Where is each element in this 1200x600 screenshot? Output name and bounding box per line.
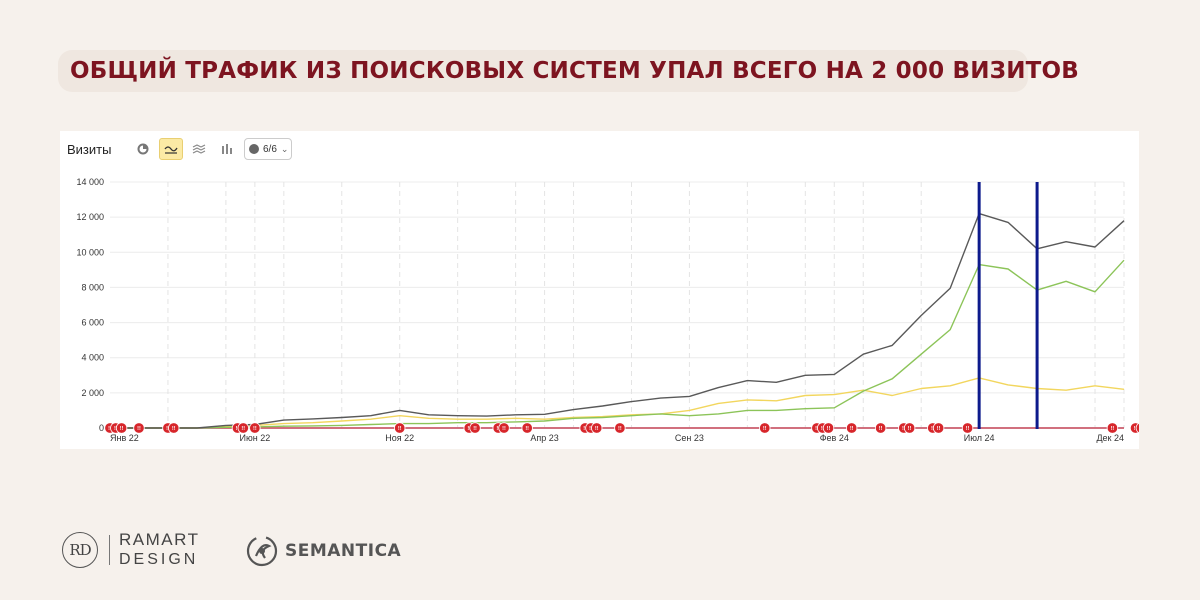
annotation-marker-label: !! (583, 426, 587, 432)
x-tick-label: Апр 23 (530, 433, 558, 443)
annotation-marker-label: !! (879, 426, 883, 432)
annotation-marker-label: !! (473, 426, 477, 432)
annotation-marker-label: !! (595, 426, 599, 432)
comment-icon (249, 144, 259, 154)
line-chart-icon[interactable] (159, 138, 183, 160)
annotation-marker (614, 422, 626, 434)
pie-icon[interactable] (131, 138, 155, 160)
annotation-marker (932, 422, 945, 434)
chart-panel: Визиты 6/6 ⌄ 0 2 000 4 000 6 000 8 000 10 000… (60, 131, 1139, 449)
annotation-marker (168, 422, 180, 434)
annotation-marker-label: !! (467, 426, 471, 432)
annotation-marker-label: !! (966, 426, 970, 432)
y-tick-label: 14 000 (76, 177, 104, 187)
annotation-marker-label: !! (937, 426, 941, 432)
semantica-logo: SEMANTICA (245, 532, 405, 572)
series-line (110, 377, 1125, 429)
chart-metric-title: Визиты (67, 142, 112, 157)
annotation-marker-label: !! (114, 426, 118, 432)
annotation-marker-label: !! (850, 426, 854, 432)
annotation-marker-label: !! (496, 426, 500, 432)
y-tick-label: 6 000 (81, 318, 104, 328)
annotation-marker-label: !! (253, 426, 257, 432)
x-tick-label: Дек 24 (1096, 433, 1124, 443)
annotation-marker-label: !! (166, 426, 170, 432)
annotation-marker-label: !! (137, 426, 141, 432)
annotation-marker (903, 422, 916, 434)
annotation-marker-label: !! (902, 426, 906, 432)
x-tick-label: Янв 22 (110, 433, 139, 443)
y-tick-label: 2 000 (81, 388, 104, 398)
annotation-marker-label: !! (618, 426, 622, 432)
annotation-marker (249, 422, 261, 434)
annotation-marker-label: !! (172, 426, 176, 432)
annotation-marker (237, 422, 249, 434)
annotation-marker (394, 422, 406, 434)
visits-line-chart: 0 2 000 4 000 6 000 8 000 10 000 12 000 14 000 Я… (76, 177, 1139, 443)
series-line (110, 212, 1125, 429)
annotation-marker-label: !! (241, 426, 245, 432)
headline-text: ОБЩИЙ ТРАФИК ИЗ ПОИСКОВЫХ СИСТЕМ УПАЛ ВС… (70, 58, 1080, 84)
annotation-marker (498, 422, 510, 434)
y-tick-label: 12 000 (76, 212, 104, 222)
y-tick-label: 0 (99, 423, 104, 433)
annotation-marker (115, 422, 128, 434)
annotation-marker-label: !! (398, 426, 402, 432)
series-line (110, 259, 1125, 429)
annotation-marker (1135, 422, 1139, 434)
annotation-marker-label: !! (815, 426, 819, 432)
annotation-marker (521, 422, 533, 434)
annotation-marker (874, 422, 887, 434)
annotation-marker-label: !! (763, 426, 767, 432)
annotation-marker (133, 422, 145, 434)
headline-banner: ОБЩИЙ ТРАФИК ИЗ ПОИСКОВЫХ СИСТЕМ УПАЛ ВС… (58, 50, 1079, 92)
x-tick-label: Июн 22 (240, 433, 271, 443)
annotation-marker-label: !! (589, 426, 593, 432)
filter-count: 6/6 (263, 143, 277, 155)
annotation-marker (591, 422, 603, 434)
annotation-marker (469, 422, 481, 434)
annotation-marker-label: !! (931, 426, 935, 432)
bar-chart-icon[interactable] (215, 138, 239, 160)
annotation-marker-label: !! (1111, 426, 1115, 432)
chart-toolbar: Визиты 6/6 ⌄ (67, 137, 467, 161)
annotation-marker-label: !! (502, 426, 506, 432)
annotation-marker-label: !! (236, 426, 240, 432)
annotation-marker-label: !! (525, 426, 529, 432)
stacked-area-icon[interactable] (187, 138, 211, 160)
rd-monogram: RD (62, 532, 98, 568)
annotation-marker (961, 422, 974, 434)
logo-divider (109, 535, 110, 565)
ramart-name: RAMART (119, 530, 200, 549)
annotation-marker (822, 422, 835, 434)
y-tick-label: 10 000 (76, 247, 104, 257)
y-tick-label: 8 000 (81, 282, 104, 292)
annotation-marker (1106, 422, 1119, 434)
semantica-name: SEMANTICA (285, 541, 402, 561)
annotation-marker-label: !! (908, 426, 912, 432)
x-tick-label: Сен 23 (675, 433, 704, 443)
annotation-marker-label: !! (108, 426, 112, 432)
ramart-design-logo: RD RAMART DESIGN (60, 527, 205, 575)
filter-select[interactable]: 6/6 ⌄ (244, 138, 292, 160)
annotation-marker-label: !! (827, 426, 831, 432)
y-tick-label: 4 000 (81, 353, 104, 363)
annotation-marker (845, 422, 858, 434)
x-tick-label: Ноя 22 (385, 433, 414, 443)
chevron-down-icon: ⌄ (280, 143, 289, 154)
annotation-marker-label: !! (120, 426, 124, 432)
annotation-marker-label: !! (821, 426, 825, 432)
x-tick-label: Июл 24 (964, 433, 995, 443)
annotation-marker (759, 422, 771, 434)
ramart-sub: DESIGN (119, 551, 199, 568)
annotation-marker-label: !! (1134, 426, 1138, 432)
semantica-mark-icon (246, 535, 278, 567)
x-tick-label: Фев 24 (820, 433, 849, 443)
